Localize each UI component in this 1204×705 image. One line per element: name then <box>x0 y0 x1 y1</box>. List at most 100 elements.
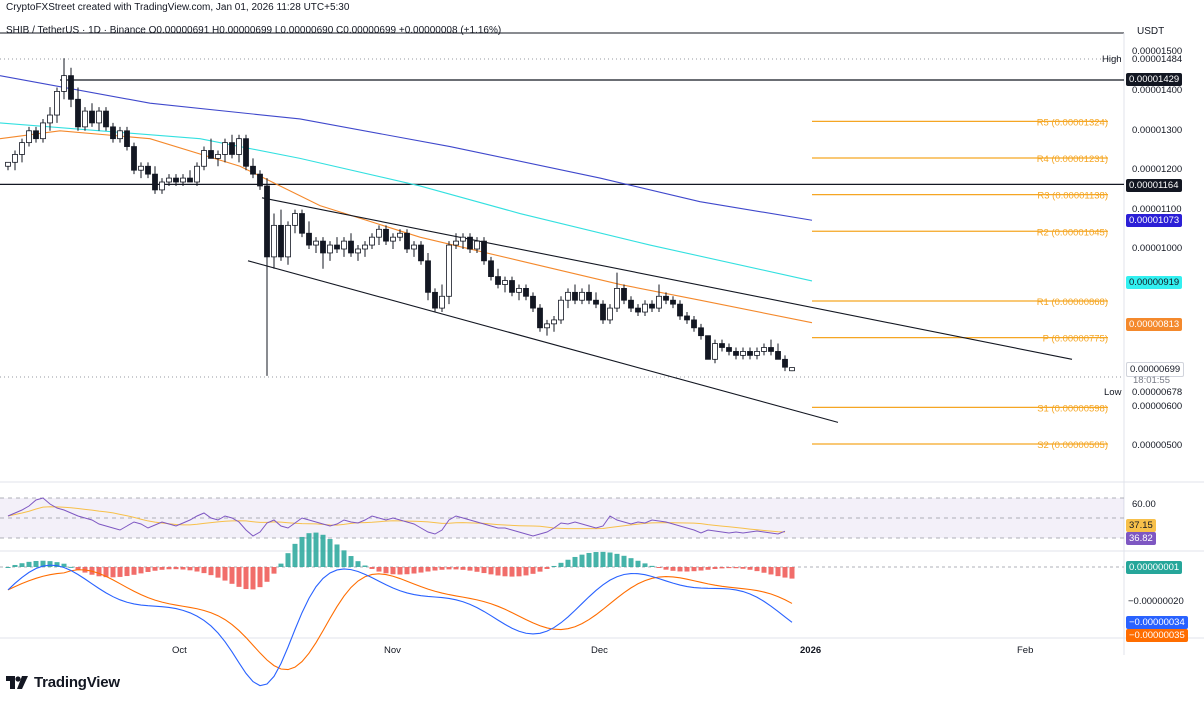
candle-body <box>299 213 305 234</box>
macd-histogram-bar <box>320 534 326 567</box>
macd-histogram-bar <box>299 536 305 567</box>
pivot-label: R2 (0.00001045) <box>1037 227 1108 238</box>
tradingview-logo-icon <box>6 676 28 689</box>
candle-body <box>656 295 662 309</box>
price-tick-label: 0.00001200 <box>1132 164 1183 176</box>
macd-histogram-bar <box>215 567 221 578</box>
macd-histogram-bar <box>418 567 424 573</box>
macd-histogram-bar <box>642 563 648 567</box>
candle-body <box>68 75 74 100</box>
candles <box>5 58 795 376</box>
candle-body <box>691 319 697 329</box>
candle-body <box>775 351 781 360</box>
macd-histogram-bar <box>229 567 235 584</box>
macd-histogram-bar <box>439 567 445 570</box>
candle-body <box>180 177 186 183</box>
price-tick-label: 0.00001500 <box>1132 46 1183 57</box>
candle-body <box>292 213 298 226</box>
time-label-2026: 2026 <box>800 645 822 656</box>
macd-histogram-bar <box>5 567 11 568</box>
macd-histogram-bar <box>369 567 375 569</box>
macd-histogram-bar <box>537 567 543 572</box>
tag-ma-cyan: 0.00000919 <box>1126 276 1183 289</box>
candle-body <box>173 177 179 183</box>
candle-body <box>439 295 445 309</box>
macd-histogram-bar <box>607 552 613 567</box>
tag-resistance-1429: 0.00001429 <box>1126 73 1183 86</box>
macd-histogram-bar <box>761 567 767 573</box>
candle-body <box>348 240 354 254</box>
macd-signal-tag: −0.00000035 <box>1126 629 1188 642</box>
candle-body <box>432 291 438 309</box>
candle-body <box>446 244 452 297</box>
candle-body <box>117 130 123 140</box>
candle-body <box>488 260 494 277</box>
candle-body <box>607 307 613 321</box>
candle-body <box>712 343 718 360</box>
macd-histogram-bar <box>747 567 753 570</box>
macd-histogram-bar <box>446 567 452 570</box>
candle-body <box>334 244 340 250</box>
macd-hist-tag: 0.00000001 <box>1126 561 1183 574</box>
macd-histogram-bar <box>33 560 39 567</box>
candle-body <box>411 244 417 250</box>
macd-line <box>7 564 793 687</box>
candle-body <box>264 185 270 258</box>
pivot-label: R5 (0.00001324) <box>1037 117 1108 128</box>
macd-histogram-bar <box>187 567 193 571</box>
time-label-oct: Oct <box>172 645 187 656</box>
candle-body <box>26 130 32 144</box>
macd-histogram-bar <box>117 567 123 577</box>
moving-average-line <box>0 122 813 282</box>
macd-histogram-bar <box>467 567 473 571</box>
candle-body <box>131 146 137 171</box>
candle-body <box>124 130 130 147</box>
macd-histogram-bar <box>201 567 207 574</box>
moving-averages <box>0 75 813 324</box>
tradingview-logo[interactable]: TradingView <box>6 674 120 691</box>
candle-body <box>404 232 410 250</box>
macd-histogram-bar <box>12 564 18 567</box>
macd-histogram-bar <box>180 567 186 570</box>
candle-body <box>425 260 431 293</box>
macd-histogram-bar <box>159 567 165 570</box>
macd-histogram-bar <box>341 550 347 567</box>
candle-body <box>257 173 263 187</box>
candle-body <box>677 303 683 317</box>
candle-body <box>138 165 144 171</box>
macd-histogram-bar <box>593 552 599 567</box>
candle-body <box>390 236 396 242</box>
candle-body <box>628 299 634 309</box>
pivot-label: S1 (0.00000598) <box>1037 403 1108 414</box>
macd-histogram-bar <box>488 567 494 575</box>
rsi-signal-line <box>7 506 786 533</box>
macd-histogram-bar <box>768 567 774 575</box>
candle-body <box>789 367 795 372</box>
candle-body <box>285 224 291 258</box>
candle-body <box>544 323 550 329</box>
candle-body <box>166 177 172 183</box>
macd-histogram-bar <box>432 567 438 571</box>
horizontal-lines <box>0 79 1124 185</box>
macd-histogram-bar <box>152 567 158 571</box>
macd-histogram-bar <box>782 567 788 578</box>
macd-histogram-bar <box>733 567 739 569</box>
candle-body <box>61 75 67 92</box>
macd-histogram-bar <box>502 567 508 577</box>
candle-body <box>145 165 151 175</box>
macd-histogram-bar <box>264 567 270 582</box>
macd-histogram-bar <box>460 567 466 570</box>
candle-body <box>355 248 361 254</box>
macd-histogram-bar <box>96 567 102 577</box>
candle-body <box>75 98 81 128</box>
candle-body <box>341 240 347 250</box>
macd-histogram-bar <box>145 567 151 572</box>
candle-body <box>278 224 284 258</box>
macd-histogram-bar <box>103 567 109 578</box>
candle-body <box>572 291 578 301</box>
macd-histogram-bar <box>166 567 172 570</box>
candle-body <box>313 240 319 246</box>
currency-label: USDT <box>1137 26 1165 37</box>
candle-body <box>705 335 711 360</box>
